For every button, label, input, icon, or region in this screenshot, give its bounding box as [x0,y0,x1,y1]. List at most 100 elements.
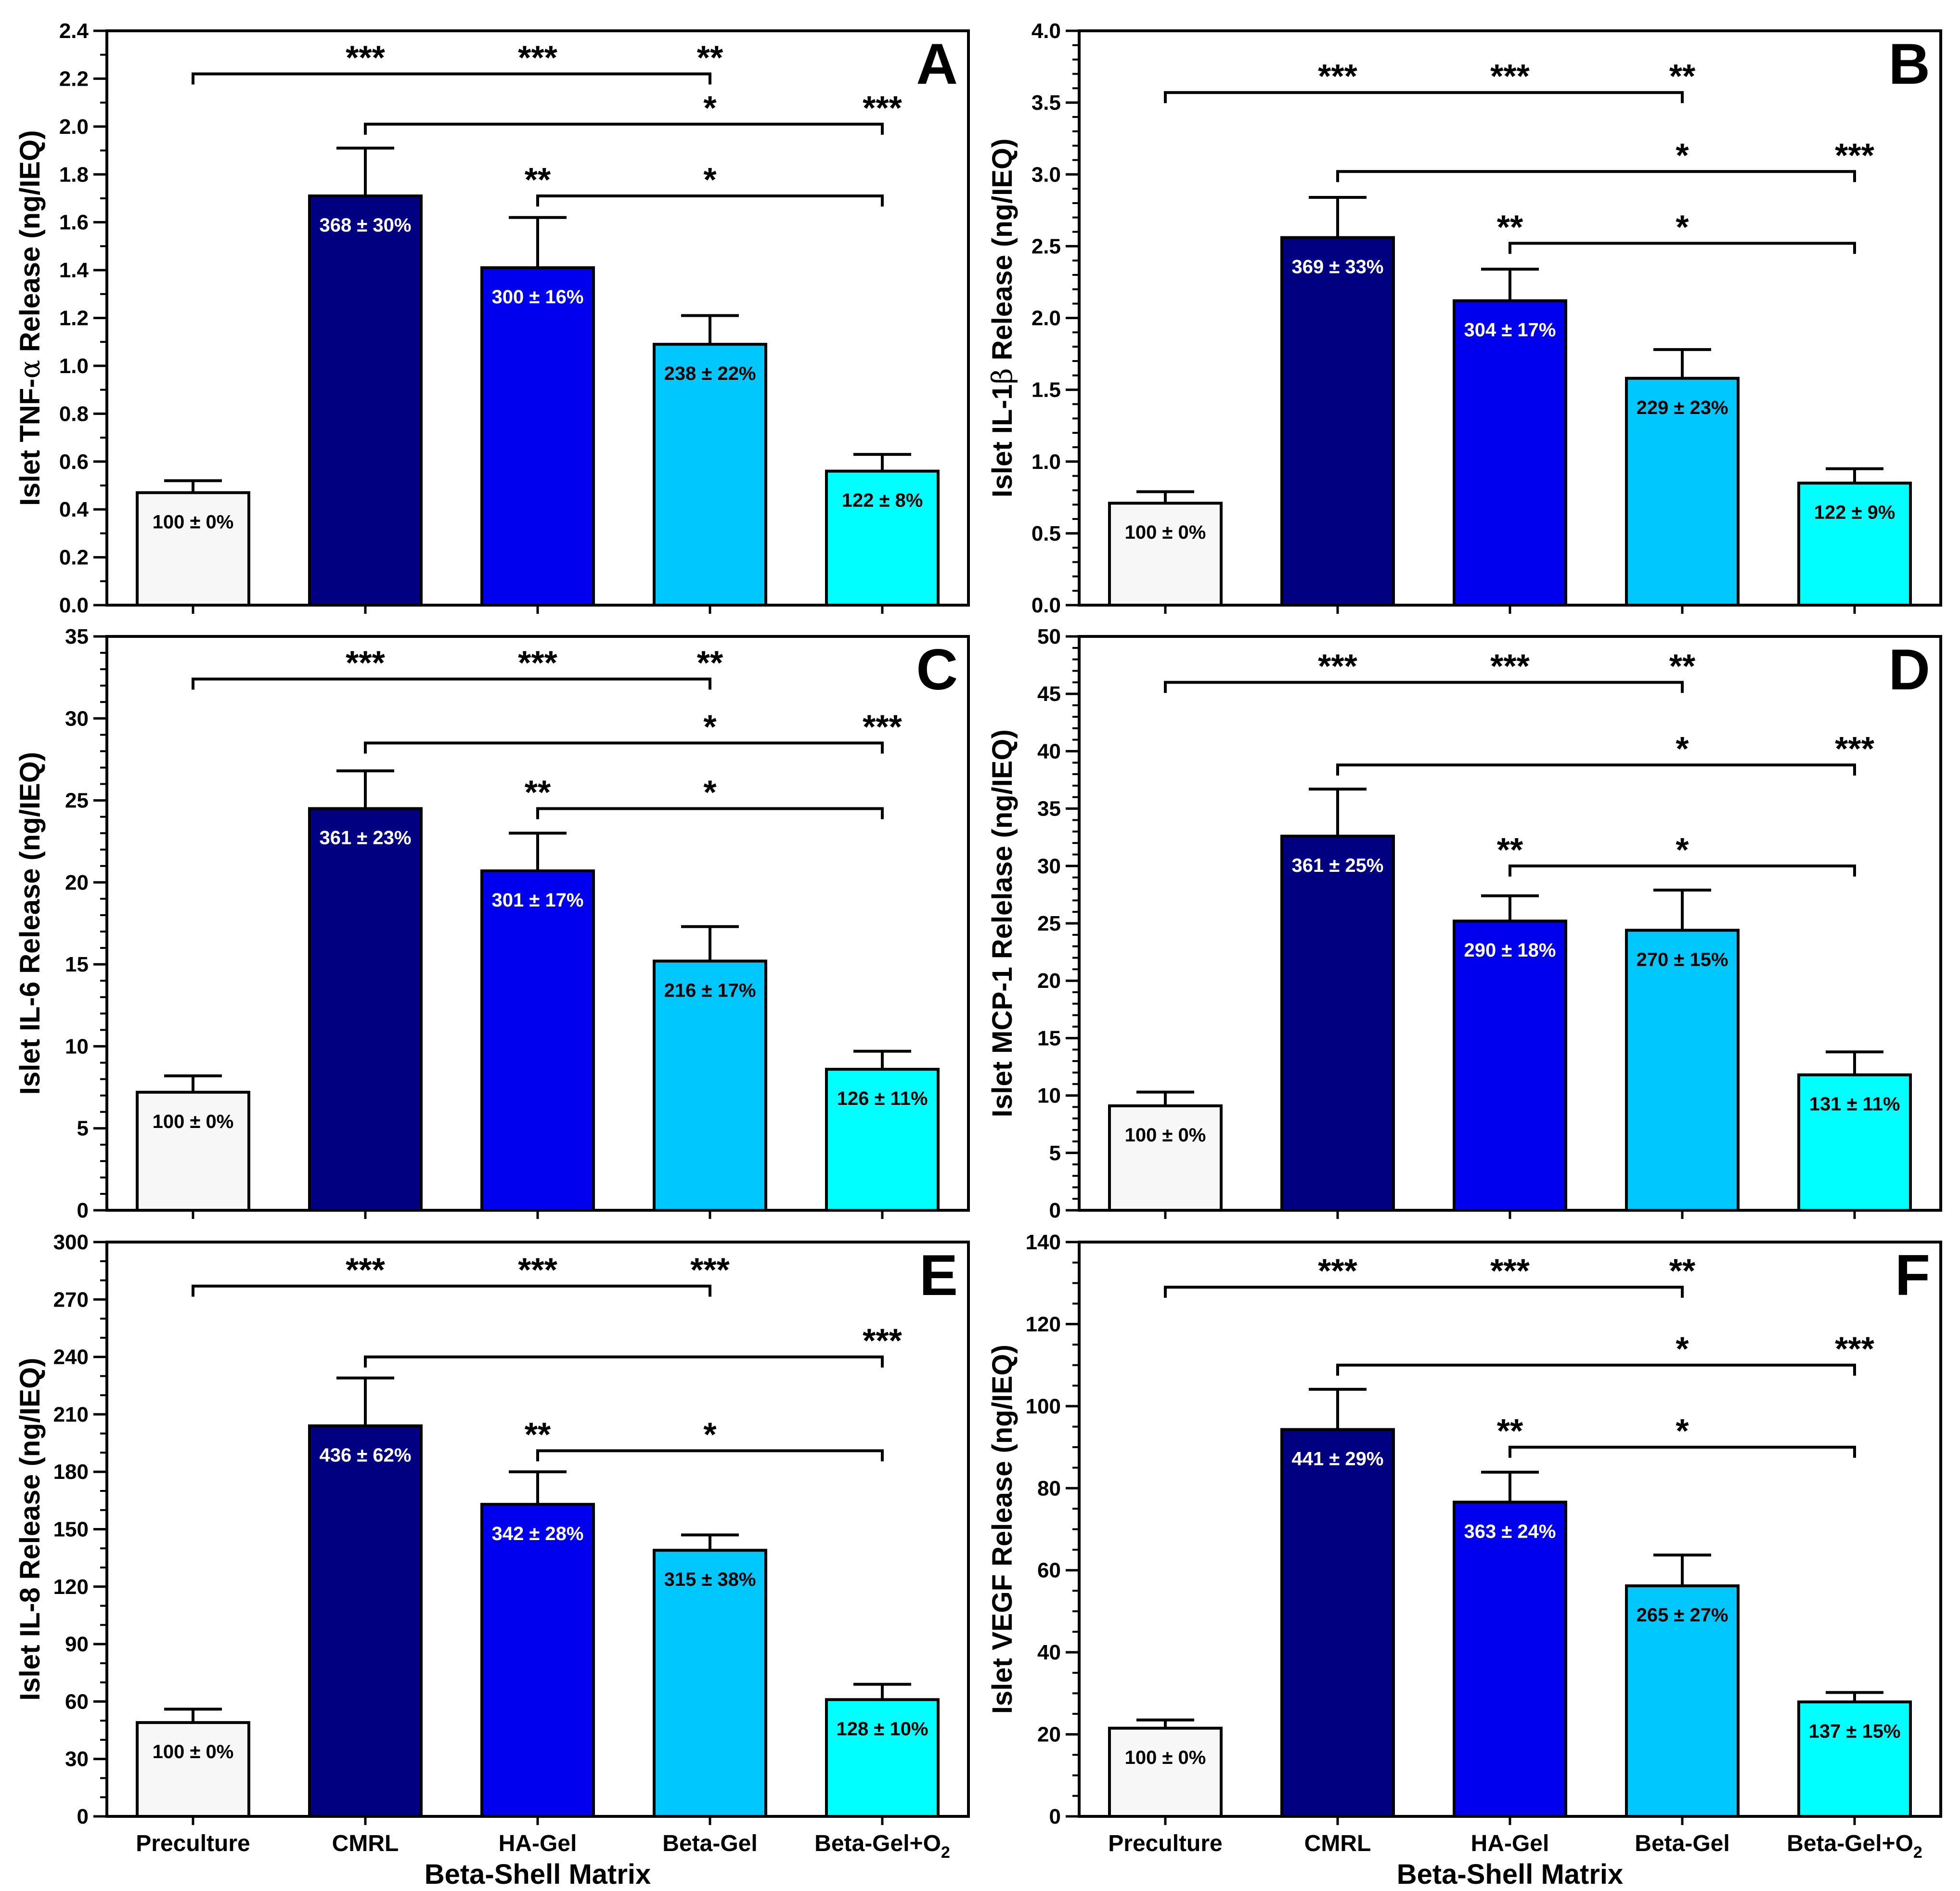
x-axis-title: Beta-Shell Matrix [1397,1859,1624,1890]
x-tick-label-text: HA-Gel [499,1831,577,1856]
y-tick-label: 25 [65,789,89,813]
x-tick-label-text: Beta-Gel [662,1831,757,1856]
significance-mark: *** [1835,136,1874,174]
bar-beta-gel [653,343,767,607]
y-tick-label: 0 [77,1199,89,1222]
y-tick-label: 140 [1026,1230,1061,1254]
bar-preculture [1108,1104,1223,1212]
y-tick-label: 3.5 [1032,91,1061,115]
bar-beta-gel+o2 [825,469,940,607]
y-tick-label: 40 [1037,1641,1061,1664]
y-axis-label-main: Islet VEGF Release (ng/IEQ) [987,1345,1018,1714]
bar-ha-gel [1453,920,1567,1212]
bar-beta-gel [1625,929,1740,1212]
y-tick-label: 0.4 [59,498,89,521]
y-axis-label-main: Islet MCP-1 Relelase (ng/IEQ) [987,729,1018,1117]
significance-mark: * [703,774,717,811]
bar-cmrl [308,1424,423,1818]
significance-bracket [364,122,884,135]
y-tick-label: 100 [1026,1395,1061,1418]
bar-preculture [1108,1726,1223,1818]
x-tick-label: HA-Gel [1471,1831,1549,1856]
y-tick-label: 30 [65,707,89,730]
significance-bracket [1336,170,1856,182]
significance-mark: ** [1497,1412,1523,1450]
significance-bracket [536,807,884,819]
y-tick-label: 25 [1037,912,1061,935]
significance-mark: *** [863,89,902,127]
bar-data-label: 122 ± 8% [842,490,923,511]
bar-data-label: 436 ± 62% [320,1445,412,1466]
panel-c: 100 ± 0% 361 ± 23% 301 ± 17% 216 ± 17% 126 ±… [14,625,970,1222]
panel-a: 100 ± 0% 368 ± 30% 300 ± 16% 238 ± 22% 122 ±… [13,19,970,617]
bar-beta-gel+o2 [1797,1073,1912,1212]
bar-ha-gel [480,1502,595,1818]
bar-beta-gel+o2 [1797,1700,1912,1818]
significance-bracket [192,72,711,85]
y-tick-label: 20 [65,871,89,894]
significance-mark: ** [525,161,551,198]
significance-mark: ** [697,644,723,682]
bar-data-label: 369 ± 33% [1292,256,1384,277]
bar-data-label: 315 ± 38% [664,1569,756,1590]
y-tick-label: 0 [77,1805,89,1828]
y-tick-label: 0 [1049,1805,1061,1828]
x-tick-label-text: CMRL [1304,1831,1371,1856]
significance-mark: * [703,89,717,127]
x-tick-label: CMRL [332,1831,399,1856]
y-axis-label-tail: Release (ng/IEQ) [14,130,46,360]
bar-data-label: 265 ± 27% [1637,1605,1728,1626]
bar-cmrl [1280,1428,1395,1818]
bar-data-label: 304 ± 17% [1464,320,1556,341]
significance-mark: * [1676,1412,1689,1450]
y-axis-label: Islet TNF-α Release (ng/IEQ) [13,130,46,505]
y-tick-label: 2.0 [1032,307,1061,330]
significance-mark: *** [518,644,557,682]
x-tick-label: HA-Gel [499,1831,577,1856]
x-tick-label-text: Preculture [1108,1831,1222,1856]
significance-mark: *** [518,39,557,76]
bar-beta-gel+o2 [1797,481,1912,607]
bar-cmrl [1280,236,1395,607]
significance-bracket [192,677,711,690]
x-tick-label: Beta-Gel+O2 [814,1831,950,1862]
significance-bracket [1336,764,1856,776]
x-tick-label-text: Beta-Gel+O [814,1831,941,1856]
y-tick-label: 1.0 [1032,450,1061,474]
x-tick-label: Beta-Gel [1635,1831,1729,1856]
significance-mark: ** [525,774,551,811]
bar-data-label: 128 ± 10% [837,1718,928,1739]
y-tick-label: 30 [1037,855,1061,878]
significance-bracket [1509,242,1856,254]
y-tick-label: 35 [1037,797,1061,821]
bar-data-label: 137 ± 15% [1809,1721,1901,1742]
x-tick-label-text: CMRL [332,1831,399,1856]
bar-data-label: 100 ± 0% [153,1741,234,1762]
significance-mark: ** [1497,831,1523,868]
y-axis-label-greek: α [13,360,46,378]
significance-mark: ** [1669,647,1696,685]
bar-data-label: 441 ± 29% [1292,1448,1384,1469]
bar-ha-gel [480,869,595,1212]
significance-mark: * [703,161,717,198]
bar-preculture [136,1721,250,1818]
y-tick-label: 10 [65,1035,89,1058]
x-tick-label-text: HA-Gel [1471,1831,1549,1856]
y-tick-label: 40 [1037,739,1061,763]
bar-data-label: 342 ± 28% [492,1523,584,1544]
y-tick-label: 1.6 [59,211,89,234]
significance-mark: * [1676,730,1689,767]
significance-mark: *** [1318,1252,1357,1290]
y-tick-label: 2.0 [59,115,89,139]
y-axis-label-tail: Release (ng/IEQ) [987,139,1018,368]
bar-data-label: 238 ± 22% [664,363,756,384]
significance-mark: *** [1835,730,1874,767]
y-tick-label: 0.0 [1032,594,1061,617]
y-tick-label: 10 [1037,1084,1061,1108]
panel-letter: D [1888,637,1930,702]
y-tick-label: 0.5 [1032,522,1061,545]
y-tick-label: 2.4 [59,19,89,43]
panel-f: 100 ± 0% 441 ± 29% 363 ± 24% 265 ± 27% 137 ±… [987,1230,1942,1890]
y-tick-label: 120 [53,1575,89,1599]
